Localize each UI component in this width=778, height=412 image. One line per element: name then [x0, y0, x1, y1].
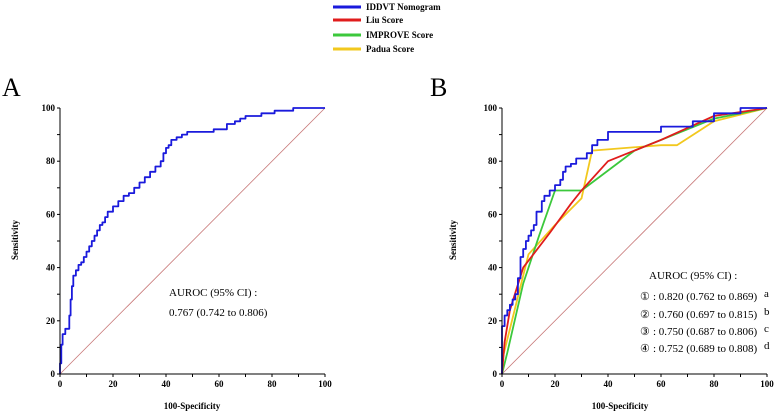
legend-label-liu: Liu Score [366, 15, 403, 25]
series-line-iddvt-nomogram [501, 107, 767, 374]
panel-b-series [501, 107, 768, 375]
panel-b-diagonal [501, 107, 768, 375]
panel-b-x-tick-label: 80 [710, 379, 720, 389]
panel-b-y-tick-label: 100 [484, 103, 498, 113]
annotation-sup-1: a [764, 288, 769, 300]
panel-b-axes: 00 20 20 40 40 60 60 80 80 100 100 [484, 103, 775, 389]
legend-label-iddvt: IDDVT Nomogram [366, 2, 441, 12]
series-line-iddvt-nomogram [59, 107, 325, 374]
panel-b-y-tick-label: 80 [488, 156, 498, 166]
legend-item-improve: IMPROVE Score [333, 30, 433, 40]
legend-item-liu: Liu Score [333, 15, 403, 25]
panel-b-y-tick-label: 0 [493, 369, 498, 379]
annotation-marker-3: ③ [640, 326, 650, 338]
series-line-padua-score [501, 107, 768, 361]
panel-b: B 00 20 20 40 40 60 60 80 80 100 100 100-Specifici… [430, 73, 774, 411]
panel-a-axes: 00 20 20 40 40 60 60 80 80 100 100 [42, 103, 333, 389]
panel-b-annotation-header: AUROC (95% CI) : [649, 270, 737, 282]
panel-a-diagonal [59, 107, 326, 375]
panel-b-annotation-line-1: ① : 0.820 (0.762 to 0.869) a [640, 288, 769, 303]
annotation-sup-2: b [764, 306, 770, 318]
annotation-sup-4: d [764, 340, 770, 352]
panel-b-annotation-line-3: ③ : 0.750 (0.687 to 0.806) c [640, 323, 769, 338]
panel-b-reference-line [501, 107, 768, 375]
panel-a-y-tick-label: 20 [46, 316, 56, 326]
panel-b-y-tick-label: 40 [488, 263, 498, 273]
annotation-value-4: : 0.752 (0.689 to 0.808) [653, 343, 758, 355]
annotation-marker-2: ② [640, 309, 650, 321]
panel-a-label: A [2, 73, 21, 102]
panel-b-x-tick-label: 100 [760, 379, 774, 389]
panel-b-annotation-line-4: ④ : 0.752 (0.689 to 0.808) d [640, 340, 770, 355]
panel-b-annotation: AUROC (95% CI) : ① : 0.820 (0.762 to 0.8… [640, 270, 770, 355]
panel-a-y-tick-label: 0 [51, 369, 56, 379]
panel-a-xlabel: 100-Specificity [164, 401, 221, 411]
panel-b-y-tick-label: 20 [488, 316, 498, 326]
annotation-sup-3: c [764, 323, 769, 335]
panel-a-y-tick-label: 100 [42, 103, 56, 113]
panel-b-annotation-line-2: ② : 0.760 (0.697 to 0.815) b [640, 306, 770, 321]
panel-a-annotation-header: AUROC (95% CI) : [169, 287, 257, 299]
panel-a-y-tick-label: 80 [46, 156, 56, 166]
panel-a-reference-line [59, 107, 326, 375]
annotation-value-3: : 0.750 (0.687 to 0.806) [653, 326, 758, 338]
legend-item-padua: Padua Score [333, 44, 414, 54]
panel-a-x-tick-label: 80 [268, 379, 278, 389]
panel-b-x-tick-label: 60 [657, 379, 667, 389]
legend-label-improve: IMPROVE Score [366, 30, 433, 40]
panel-a-y-tick-label: 40 [46, 263, 56, 273]
panel-a-x-tick-label: 20 [109, 379, 119, 389]
panel-a-x-tick-label: 40 [162, 379, 172, 389]
panel-b-x-tick-label: 40 [604, 379, 614, 389]
series-line-liu-score [501, 107, 768, 375]
annotation-value-1: : 0.820 (0.762 to 0.869) [653, 291, 758, 303]
panel-a-ylabel: Sensitivity [10, 220, 20, 261]
panel-a-annotation: AUROC (95% CI) : 0.767 (0.742 to 0.806) [169, 287, 268, 319]
panel-a-x-tick-label: 60 [215, 379, 225, 389]
panel-a-series [59, 107, 325, 374]
annotation-marker-4: ④ [640, 343, 650, 355]
panel-a: A 00 20 20 40 40 60 60 80 80 100 100 100-Specifici… [2, 73, 332, 411]
panel-b-ylabel: Sensitivity [448, 220, 458, 261]
panel-a-x-tick-label: 0 [58, 379, 63, 389]
panel-b-x-tick-label: 20 [551, 379, 561, 389]
panel-a-annotation-value: 0.767 (0.742 to 0.806) [169, 307, 268, 319]
panel-a-y-tick-label: 60 [46, 209, 56, 219]
legend-item-iddvt: IDDVT Nomogram [333, 2, 441, 12]
panel-b-y-tick-label: 60 [488, 209, 498, 219]
annotation-marker-1: ① [640, 291, 650, 303]
annotation-value-2: : 0.760 (0.697 to 0.815) [653, 309, 758, 321]
legend-label-padua: Padua Score [366, 44, 414, 54]
panel-b-xlabel: 100-Specificity [592, 401, 649, 411]
panel-b-label: B [430, 73, 447, 102]
panel-a-x-tick-label: 100 [318, 379, 332, 389]
legend: IDDVT Nomogram Liu Score IMPROVE Score P… [333, 2, 441, 54]
panel-b-x-tick-label: 0 [500, 379, 505, 389]
